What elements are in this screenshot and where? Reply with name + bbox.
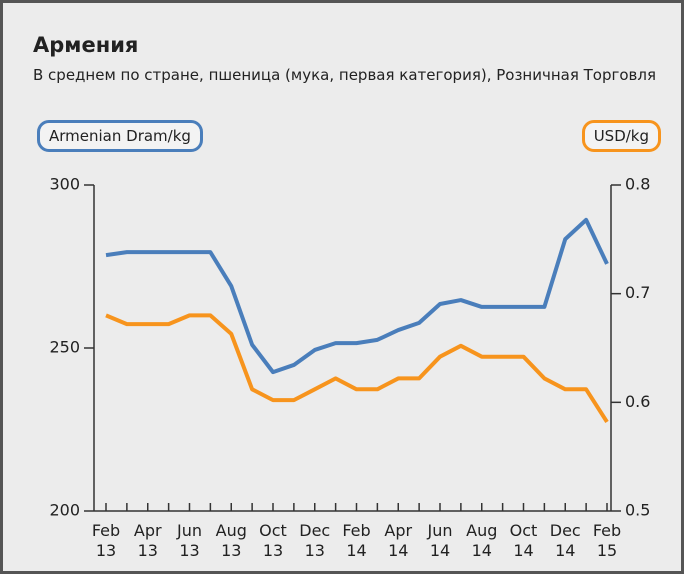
x-tick-label: Oct 14 <box>509 521 538 560</box>
x-tick-label: Jun 14 <box>427 521 453 560</box>
x-tick-label: Feb 13 <box>91 521 121 560</box>
plot: 200 250 300 0.5 0.6 0.7 0.8 <box>49 175 650 520</box>
x-tick-label: Dec 14 <box>549 521 581 560</box>
x-tick-label: Dec 13 <box>299 521 331 560</box>
x-tick-label: Jun 13 <box>177 521 202 560</box>
x-tick-label: Feb 14 <box>342 521 371 560</box>
y-tick-label: 250 <box>49 338 80 357</box>
y2-tick-label: 0.6 <box>625 392 650 411</box>
y-tick-label: 200 <box>49 501 80 520</box>
x-tick-label: Aug 14 <box>466 521 498 560</box>
y2-tick-label: 0.5 <box>625 501 650 520</box>
chart-title: Армения <box>33 33 139 57</box>
chart-subtitle: В среднем по стране, пшеница (мука, перв… <box>33 66 657 84</box>
y-tick-label: 300 <box>49 175 80 194</box>
x-tick-label: Apr 14 <box>384 521 413 560</box>
x-tick-label: Aug 13 <box>215 521 247 560</box>
line-series <box>105 217 609 375</box>
y2-tick-label: 0.7 <box>625 283 650 302</box>
y-axis-label: Armenian Dram/kg <box>37 120 203 152</box>
x-tick-label: Oct 13 <box>259 521 287 560</box>
y2-axis-label: USD/kg <box>581 120 661 152</box>
line-series <box>105 313 609 423</box>
y2-tick-label: 0.8 <box>625 175 650 194</box>
x-tick-label: Feb 15 <box>592 521 622 560</box>
x-tick-label: Apr 13 <box>133 521 162 560</box>
